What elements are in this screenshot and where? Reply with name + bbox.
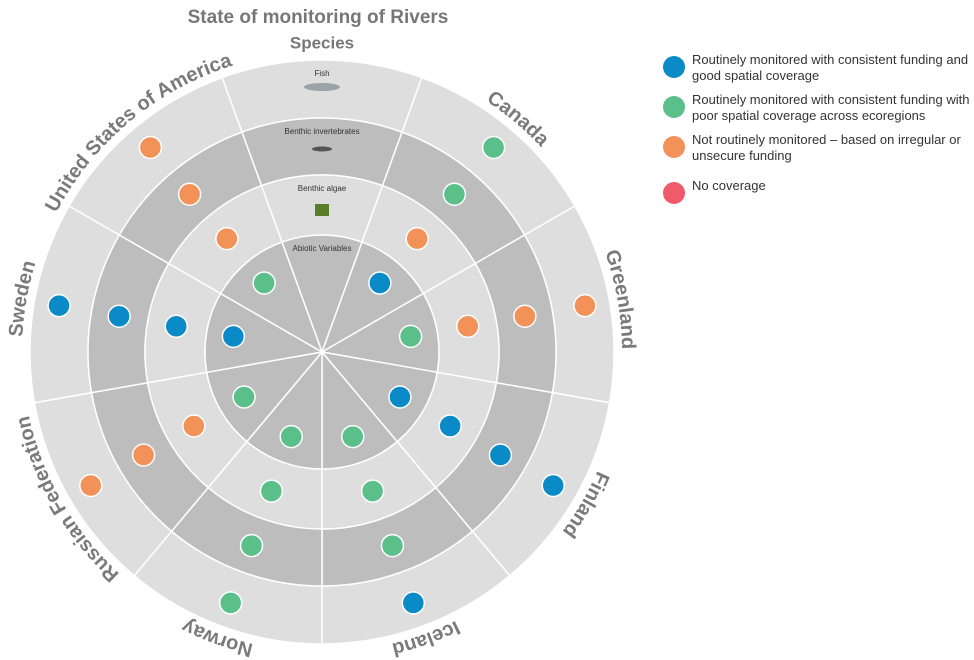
status-dot (456, 314, 480, 339)
ring-label: Fish (314, 69, 329, 78)
legend-swatch (663, 182, 685, 204)
status-dot (239, 533, 264, 558)
legend-swatch (663, 96, 685, 118)
legend-swatch (663, 136, 685, 158)
title: State of monitoring of Rivers (188, 7, 449, 28)
ring-sector (321, 349, 399, 470)
status-dot (107, 304, 131, 328)
legend-label: Routinely monitored with consistent fund… (692, 92, 970, 123)
legend-item: Routinely monitored with consistent fund… (662, 52, 974, 84)
ring-sector (281, 234, 363, 355)
ring-sector (205, 350, 324, 443)
status-dot (405, 226, 429, 251)
status-dot (438, 414, 462, 438)
ring-sector (219, 241, 324, 354)
status-dot (481, 135, 506, 160)
status-dot (232, 385, 256, 409)
ring-sector (320, 350, 439, 443)
status-dot (442, 182, 467, 206)
status-dot (341, 424, 365, 449)
ring-sector (320, 241, 425, 354)
status-dot (215, 226, 239, 251)
status-dot (218, 591, 243, 615)
status-dot (573, 293, 597, 318)
insect-icon (312, 146, 332, 152)
status-dot (252, 271, 276, 295)
status-dot (541, 473, 565, 498)
status-dot (380, 533, 405, 558)
ring-sector (245, 349, 323, 470)
status-dot (401, 591, 426, 615)
status-dot (488, 443, 513, 467)
legend-item: No coverage (662, 178, 974, 204)
ring-sector (204, 292, 325, 374)
status-dot (131, 443, 156, 467)
ring-sector (319, 292, 440, 374)
legend-label: No coverage (692, 178, 766, 193)
fish-icon (304, 83, 340, 91)
species-label: Species (290, 33, 354, 52)
status-dot (138, 135, 163, 160)
legend-label: Routinely monitored with consistent fund… (692, 52, 969, 83)
status-dot (279, 424, 303, 449)
ring-label: Abiotic Variables (293, 244, 352, 253)
status-dot (388, 385, 412, 409)
algae-icon (315, 204, 329, 216)
legend-item: Routinely monitored with consistent fund… (662, 92, 974, 124)
status-dot (164, 314, 188, 339)
legend-item: Not routinely monitored – based on irreg… (662, 132, 974, 164)
status-dot (79, 473, 103, 498)
status-dot (360, 479, 385, 503)
status-dot (398, 324, 423, 349)
status-dot (513, 304, 537, 328)
legend: Routinely monitored with consistent fund… (662, 52, 974, 204)
status-dot (182, 414, 206, 438)
diagram: State of monitoring of Rivers Species Fi… (5, 7, 639, 660)
ring-label: Benthic algae (298, 184, 347, 193)
status-dot (221, 324, 246, 349)
legend-swatch (663, 56, 685, 78)
status-dot (259, 479, 284, 503)
status-dot (47, 293, 71, 318)
status-dot (177, 182, 202, 206)
status-dot (368, 271, 392, 295)
legend-label: Not routinely monitored – based on irreg… (692, 132, 961, 163)
ring-label: Benthic invertebrates (284, 127, 359, 136)
